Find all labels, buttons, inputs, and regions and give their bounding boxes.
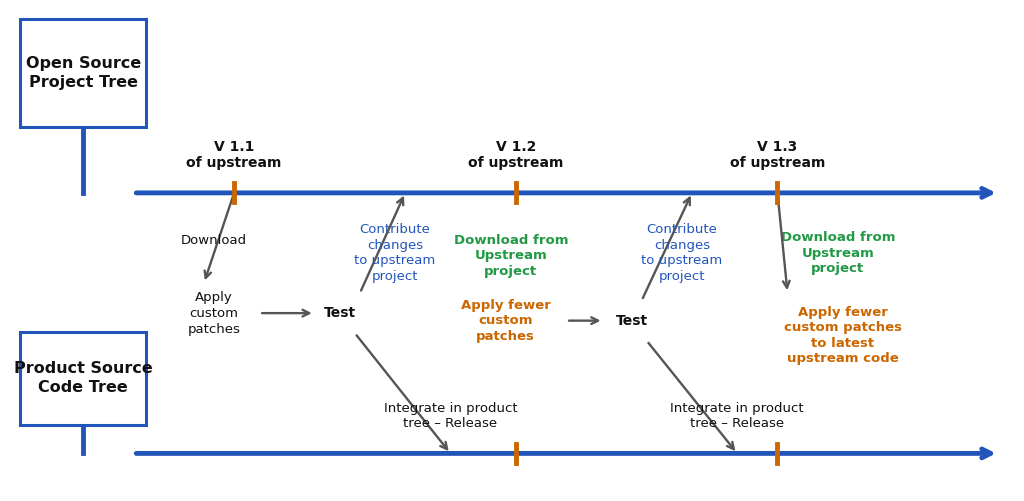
Text: Contribute
changes
to upstream
project: Contribute changes to upstream project	[354, 223, 436, 283]
Text: Download from
Upstream
project: Download from Upstream project	[780, 231, 895, 275]
Text: Product Source
Code Tree: Product Source Code Tree	[13, 361, 153, 395]
Text: Integrate in product
tree – Release: Integrate in product tree – Release	[671, 402, 804, 430]
FancyBboxPatch shape	[20, 332, 146, 425]
Text: V 1.3
of upstream: V 1.3 of upstream	[730, 140, 825, 170]
Text: Download from
Upstream
project: Download from Upstream project	[454, 233, 568, 278]
Text: Apply
custom
patches: Apply custom patches	[187, 291, 241, 336]
FancyBboxPatch shape	[20, 19, 146, 127]
Text: Apply fewer
custom
patches: Apply fewer custom patches	[461, 299, 551, 343]
Text: Open Source
Project Tree: Open Source Project Tree	[26, 56, 141, 90]
Text: V 1.2
of upstream: V 1.2 of upstream	[468, 140, 563, 170]
Text: V 1.1
of upstream: V 1.1 of upstream	[186, 140, 282, 170]
Text: Test: Test	[324, 306, 356, 320]
Text: Download: Download	[181, 234, 247, 247]
Text: Apply fewer
custom patches
to latest
upstream code: Apply fewer custom patches to latest ups…	[784, 306, 902, 365]
Text: Test: Test	[615, 314, 647, 328]
Text: Contribute
changes
to upstream
project: Contribute changes to upstream project	[641, 223, 723, 283]
Text: Integrate in product
tree – Release: Integrate in product tree – Release	[384, 402, 517, 430]
